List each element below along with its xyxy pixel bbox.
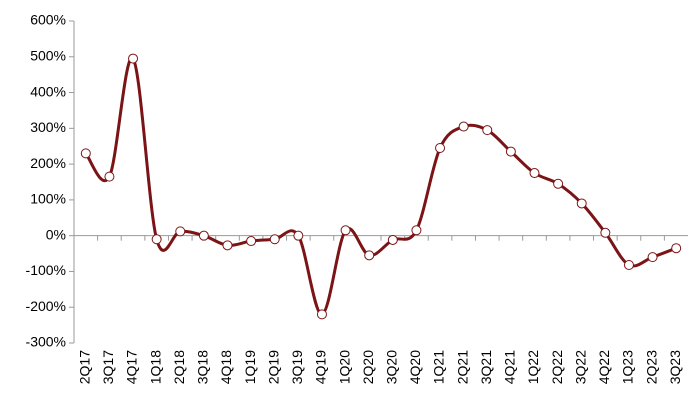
point [316,309,327,320]
line [84,56,677,316]
point [387,234,398,245]
x-tick-label: 3Q20 [384,350,400,384]
x-tick-label: 2Q23 [643,350,659,384]
y-tick-label: -200% [26,298,66,314]
y-tick-label: -300% [26,334,66,350]
point [128,53,139,64]
x-tick-label: 1Q18 [147,350,163,384]
point [576,198,587,209]
x-tick-label: 2Q18 [171,350,187,384]
x-tick-label: 3Q22 [572,350,588,384]
x-tick-label: 2Q19 [265,350,281,384]
x-tick-label: 1Q21 [431,350,447,384]
point [340,225,351,236]
y-tick-label: 200% [30,155,66,171]
y-tick-label: 300% [30,119,66,135]
x-tick-label: 4Q22 [596,350,612,384]
x-tick-label: 1Q20 [336,350,352,384]
x-tick-label: 3Q18 [195,350,211,384]
point [198,230,209,241]
x-tick-label: 4Q17 [124,350,140,384]
x-tick-label: 3Q17 [100,350,116,384]
x-tick-label: 3Q21 [478,350,494,384]
x-tick-label: 2Q17 [77,350,93,384]
point [151,234,162,245]
point [175,226,186,237]
y-tick-label: 600% [30,12,66,28]
point [435,143,446,154]
point [600,227,611,238]
point [529,168,540,179]
x-tick-label: 1Q19 [242,350,258,384]
x-tick-label: 4Q19 [313,350,329,384]
x-tick-label: 3Q19 [289,350,305,384]
point [104,171,115,182]
y-tick-label: 0% [46,226,66,242]
point [246,236,257,247]
point [364,250,375,261]
point [623,260,634,271]
x-tick-label: 2Q22 [549,350,565,384]
point [222,240,233,251]
x-tick-label: 4Q18 [218,350,234,384]
point [80,148,91,159]
x-tick-label: 4Q20 [407,350,423,384]
point [482,125,493,136]
point [458,121,469,132]
point [293,230,304,241]
point [647,252,658,263]
x-tick-label: 2Q20 [360,350,376,384]
point [553,178,564,189]
x-tick-label: 3Q23 [667,350,683,384]
x-tick-label: 4Q21 [502,350,518,384]
y-tick-label: 100% [30,191,66,207]
x-tick-label: 1Q23 [620,350,636,384]
x-tick-label: 2Q21 [454,350,470,384]
point [411,225,422,236]
point [505,146,516,157]
y-tick-label: 500% [30,47,66,63]
y-tick-label: -100% [26,262,66,278]
x-tick-label: 1Q22 [525,350,541,384]
point [269,234,280,245]
point [671,243,682,254]
y-tick-label: 400% [30,83,66,99]
